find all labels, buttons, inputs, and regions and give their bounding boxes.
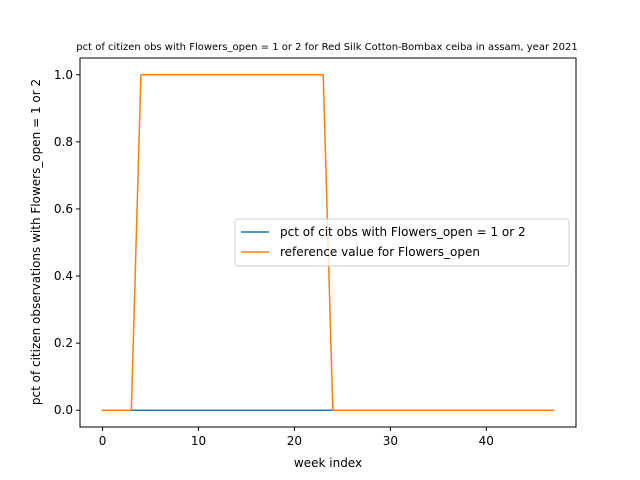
- y-tick-label: 1.0: [54, 68, 73, 82]
- x-axis: 0 10 20 30 40: [99, 427, 494, 448]
- plot-frame: [79, 57, 577, 428]
- y-axis-label: pct of citizen observations with Flowers…: [29, 79, 43, 405]
- y-axis: 0.0 0.2 0.4 0.6 0.8 1.0: [54, 68, 80, 417]
- legend-box: [234, 218, 570, 267]
- legend-label-series-1: pct of cit obs with Flowers_open = 1 or …: [280, 225, 526, 239]
- y-tick-label: 0.8: [54, 135, 73, 149]
- series-line-2: [101, 74, 555, 411]
- plot-area: [101, 74, 555, 411]
- y-tick-label: 0.6: [54, 202, 73, 216]
- chart-title: pct of citizen obs with Flowers_open = 1…: [76, 42, 577, 53]
- y-tick-label: 0.4: [54, 269, 73, 283]
- x-axis-label: week index: [294, 456, 362, 470]
- y-tick-label: 0.2: [54, 336, 73, 350]
- x-tick-label: 30: [383, 434, 398, 448]
- legend: pct of cit obs with Flowers_open = 1 or …: [234, 218, 570, 267]
- y-tick-label: 0.0: [54, 403, 73, 417]
- x-tick-label: 20: [287, 434, 302, 448]
- legend-label-series-2: reference value for Flowers_open: [280, 245, 480, 259]
- series-layer: [101, 74, 555, 411]
- x-tick-label: 10: [191, 434, 206, 448]
- x-tick-label: 40: [479, 434, 494, 448]
- x-tick-label: 0: [99, 434, 107, 448]
